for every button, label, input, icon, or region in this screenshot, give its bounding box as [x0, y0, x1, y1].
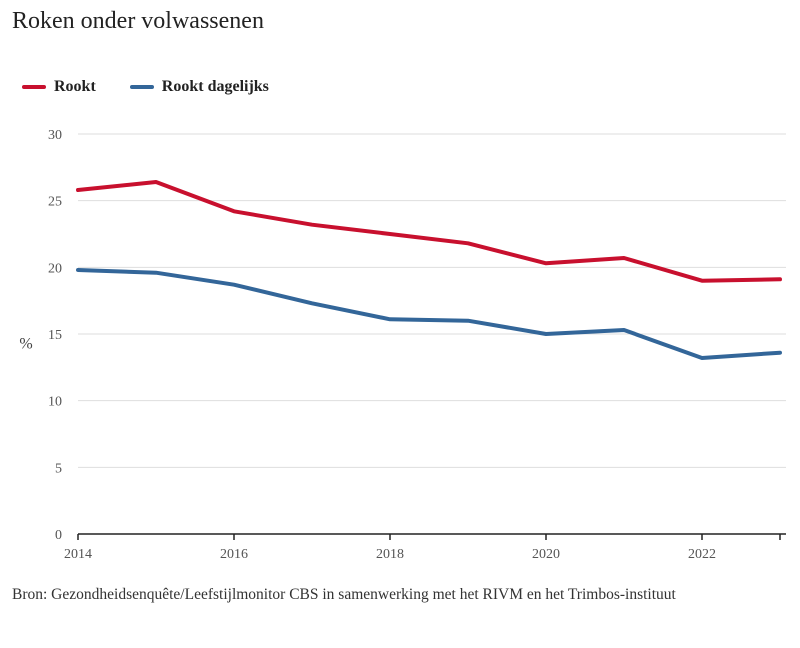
y-tick-label: 30 [48, 128, 62, 143]
y-tick-label: 10 [48, 395, 62, 410]
series-line-rookt-dagelijks [76, 268, 782, 360]
x-tick-label: 2016 [220, 547, 248, 562]
x-tick-label: 2022 [688, 547, 716, 562]
legend-label-rookt: Rookt [54, 78, 96, 95]
legend-label-rookt-dagelijks: Rookt dagelijks [161, 78, 269, 95]
legend-item-rookt[interactable]: Rookt [22, 78, 96, 96]
legend-swatch-rookt-dagelijks [129, 85, 154, 89]
source-note: Bron: Gezondheidsenquête/Leefstijlmonito… [12, 586, 676, 603]
y-tick-label: 20 [48, 261, 62, 276]
y-tick-label: 5 [55, 461, 62, 476]
chart-title: Roken onder volwassenen [12, 8, 264, 34]
y-tick-label: 15 [48, 328, 62, 343]
y-tick-label: 0 [55, 528, 62, 543]
legend: Rookt Rookt dagelijks [22, 78, 303, 96]
series-line-rookt [76, 180, 782, 283]
y-axis-label: % [19, 335, 32, 352]
y-tick-label: 25 [48, 195, 62, 210]
x-tick-label: 2014 [64, 547, 92, 562]
line-chart: 0 5 10 15 20 25 30 2014 2016 2018 2020 2022% [19, 128, 786, 562]
legend-item-rookt-dagelijks[interactable]: Rookt dagelijks [129, 78, 269, 96]
x-tick-label: 2018 [376, 547, 404, 562]
x-tick-label: 2020 [532, 547, 560, 562]
legend-swatch-rookt [22, 85, 46, 89]
